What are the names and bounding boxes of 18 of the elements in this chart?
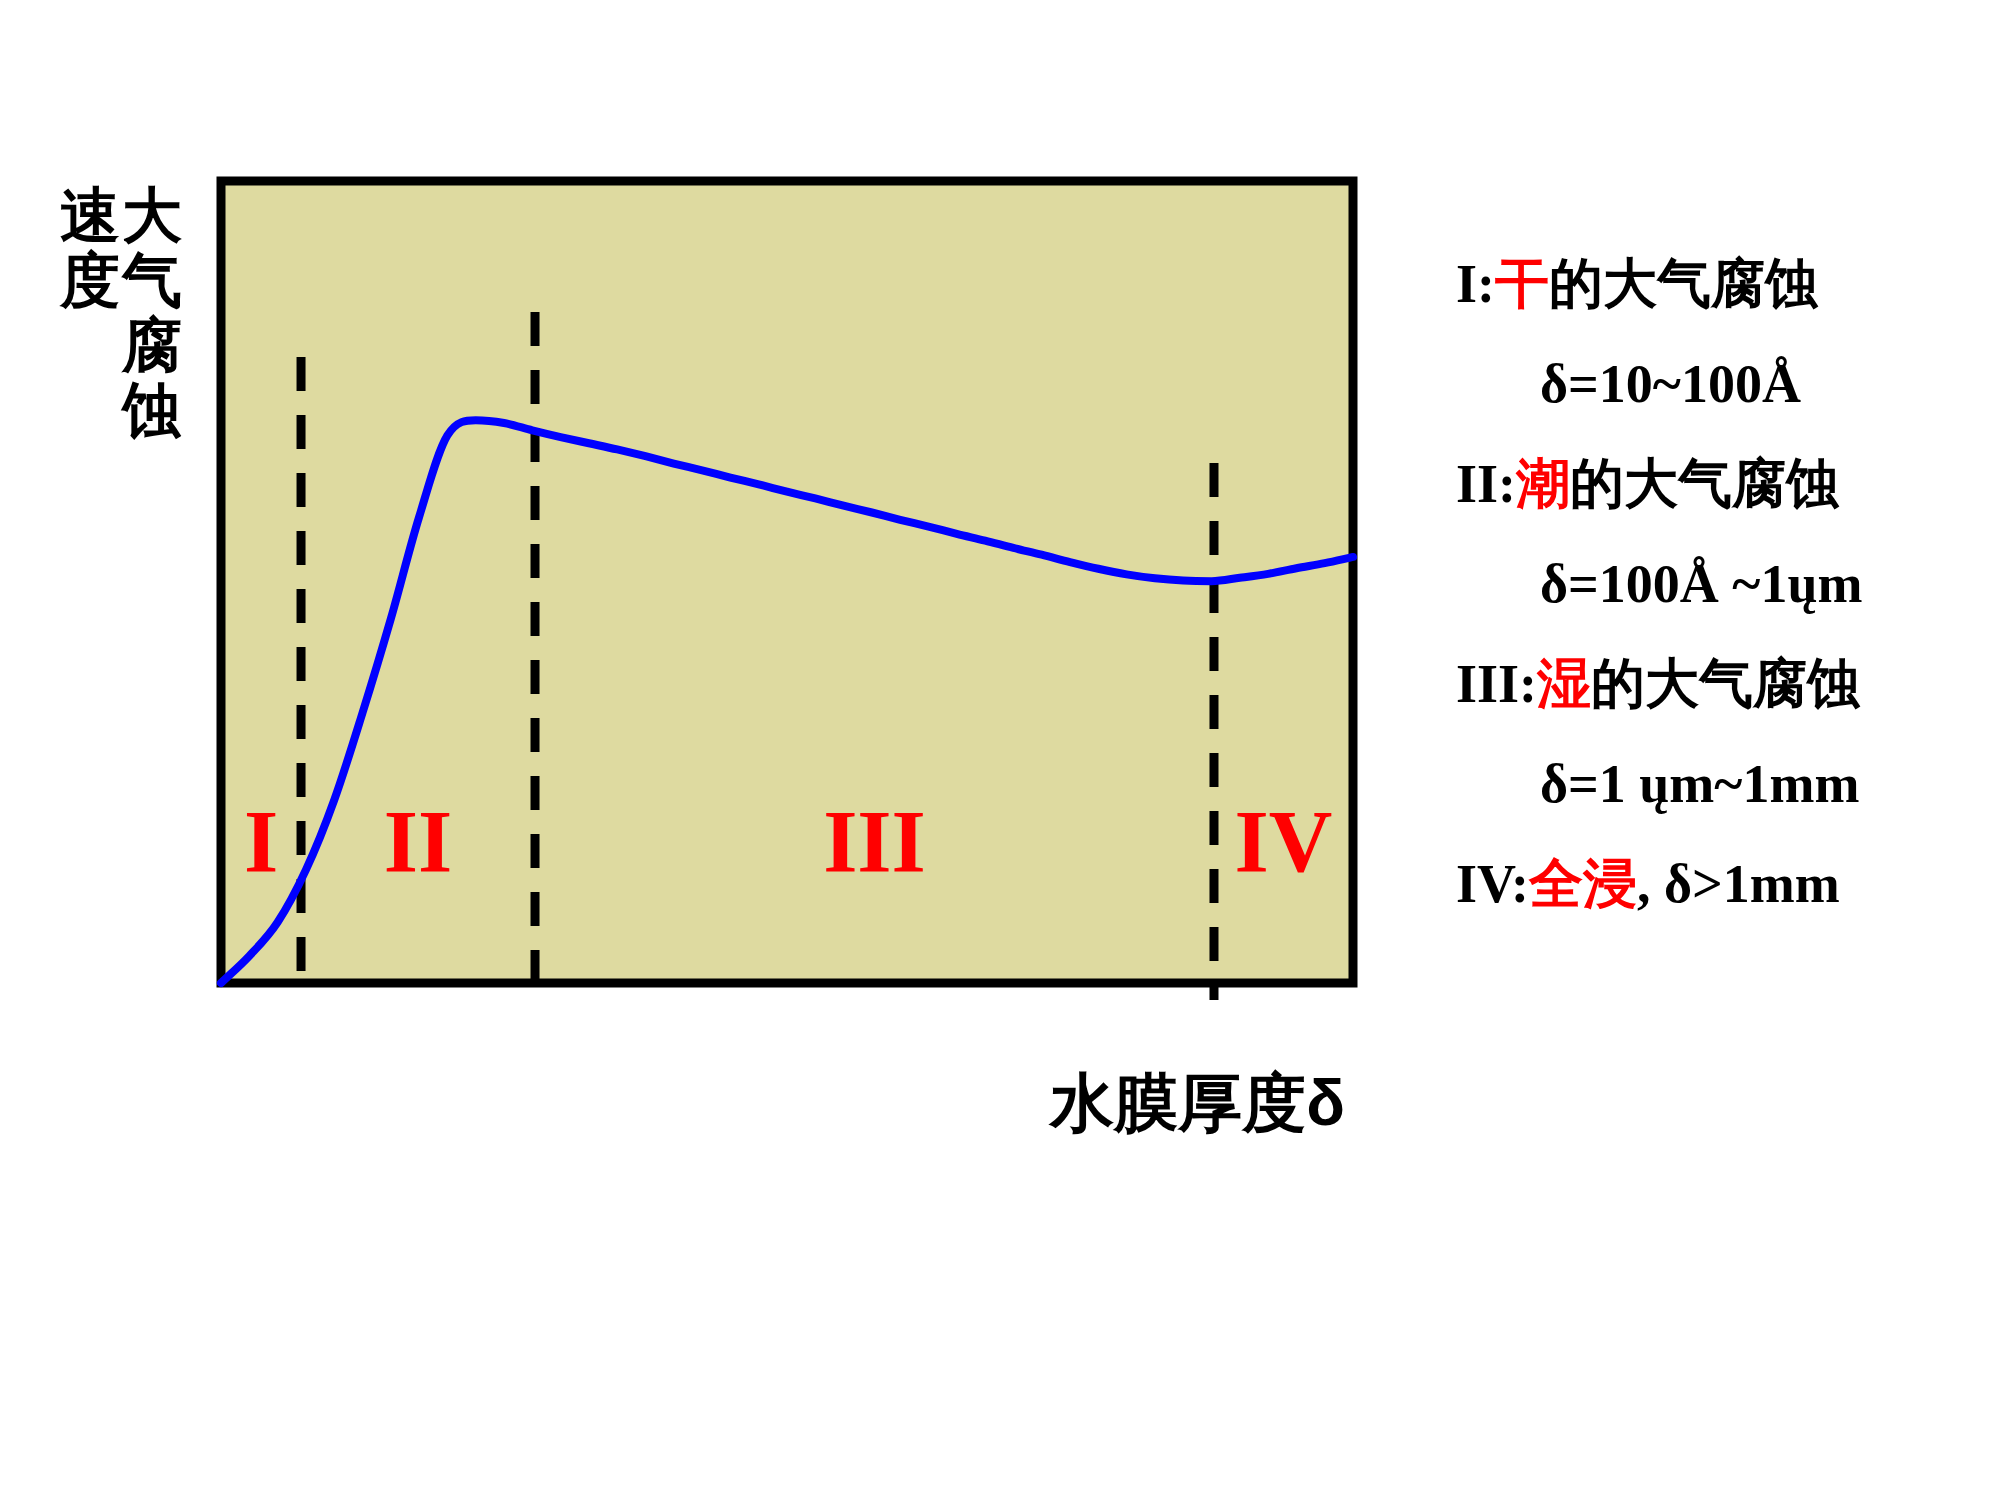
annotation: IV — [1234, 792, 1333, 890]
annotation: III — [823, 792, 926, 890]
text: 湿 — [1536, 653, 1592, 713]
text: I: — [1456, 254, 1495, 314]
text: , δ>1mm — [1637, 854, 1840, 914]
text: δ=10~100Å — [1540, 354, 1801, 414]
annotation: I — [243, 792, 279, 890]
text: 干 — [1495, 253, 1549, 313]
text: 的大气腐蚀 — [1549, 254, 1819, 314]
text: 潮 — [1515, 453, 1571, 513]
x-axis-title: 水膜厚度δ — [1048, 1067, 1345, 1139]
text: 大气腐蚀速度 — [60, 182, 182, 444]
text: 全浸 — [1528, 853, 1638, 913]
text: δ=100Å ~1ųm — [1540, 554, 1863, 614]
text: 的大气腐蚀 — [1570, 454, 1841, 514]
text: 的大气腐蚀 — [1591, 654, 1862, 714]
text: δ=1 ųm~1mm — [1540, 754, 1860, 814]
annotation: II — [383, 792, 453, 890]
